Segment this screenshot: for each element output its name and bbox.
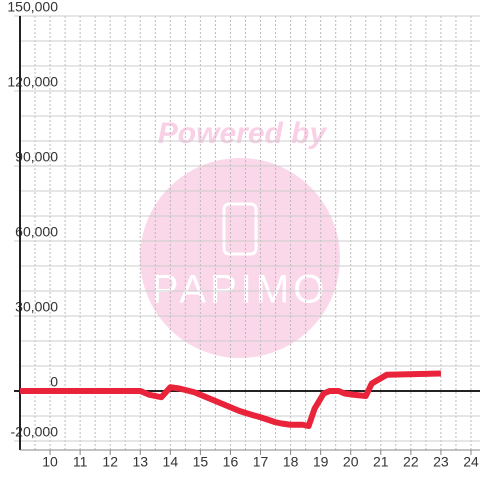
y-tick-label: 120,000 bbox=[7, 74, 58, 90]
x-tick-label: 18 bbox=[283, 454, 299, 470]
y-tick-label: 30,000 bbox=[15, 299, 58, 315]
y-tick-label: 90,000 bbox=[15, 149, 58, 165]
x-tick-label: 22 bbox=[403, 454, 419, 470]
watermark-text: Powered by bbox=[158, 117, 328, 150]
x-tick-label: 14 bbox=[163, 454, 179, 470]
watermark-circle bbox=[140, 158, 340, 358]
y-tick-label: 150,000 bbox=[7, 0, 58, 15]
watermark-logo: PAPIMO bbox=[152, 268, 329, 312]
x-tick-label: 13 bbox=[132, 454, 148, 470]
x-tick-label: 23 bbox=[433, 454, 449, 470]
x-tick-label: 10 bbox=[42, 454, 58, 470]
x-tick-label: 11 bbox=[73, 454, 88, 470]
x-tick-label: 16 bbox=[223, 454, 239, 470]
x-tick-label: 21 bbox=[373, 454, 389, 470]
x-tick-label: 12 bbox=[102, 454, 118, 470]
x-tick-label: 24 bbox=[463, 454, 479, 470]
y-tick-label: 0 bbox=[50, 374, 58, 390]
line-series bbox=[20, 370, 441, 429]
x-tick-label: 19 bbox=[313, 454, 329, 470]
x-tick-label: 17 bbox=[253, 454, 269, 470]
y-tick-label: 60,000 bbox=[15, 224, 58, 240]
x-tick-label: 20 bbox=[343, 454, 359, 470]
watermark-icon bbox=[222, 202, 258, 256]
x-tick-label: 15 bbox=[193, 454, 209, 470]
y-tick-label: -20,000 bbox=[11, 424, 59, 440]
